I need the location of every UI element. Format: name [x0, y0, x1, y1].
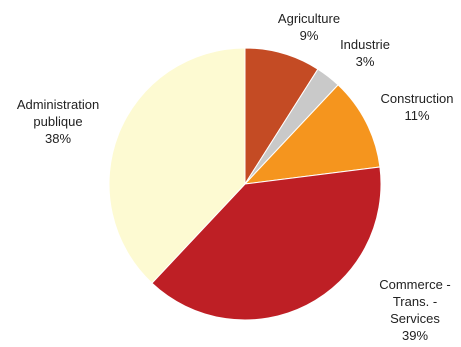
slice-percent-construction: 11%: [404, 108, 430, 123]
slice-label-agriculture: Agriculture 9%: [272, 10, 346, 44]
slice-label-industrie: Industrie 3%: [330, 36, 400, 70]
slice-name-administration-line-1: Administration: [16, 97, 100, 112]
slice-label-commerce: Commerce - Trans. - Services 39%: [370, 276, 460, 344]
slice-name-commerce-line-1: Commerce -: [379, 277, 451, 292]
slice-name-commerce-line-3: Services: [390, 311, 440, 326]
slice-name-commerce-line-2: Trans. -: [392, 294, 438, 309]
slice-percent-administration: 38%: [44, 131, 72, 146]
pie-slice-administration: [108, 47, 246, 284]
slice-label-administration: Administration publique 38%: [2, 96, 114, 147]
slice-name-agriculture-line-1: Agriculture: [277, 11, 341, 26]
slice-percent-industrie: 3%: [355, 54, 375, 69]
slice-percent-agriculture: 9%: [299, 28, 319, 43]
pie-slice-construction: [243, 84, 381, 185]
slice-name-administration-line-2: publique: [33, 114, 83, 129]
pie-slice-commerce: [151, 166, 382, 321]
slice-name-industrie-line-1: Industrie: [340, 37, 390, 52]
slice-label-construction: Construction 11%: [372, 90, 461, 124]
slice-percent-commerce: 39%: [401, 328, 429, 343]
slice-name-construction-line-1: Construction: [380, 91, 454, 106]
